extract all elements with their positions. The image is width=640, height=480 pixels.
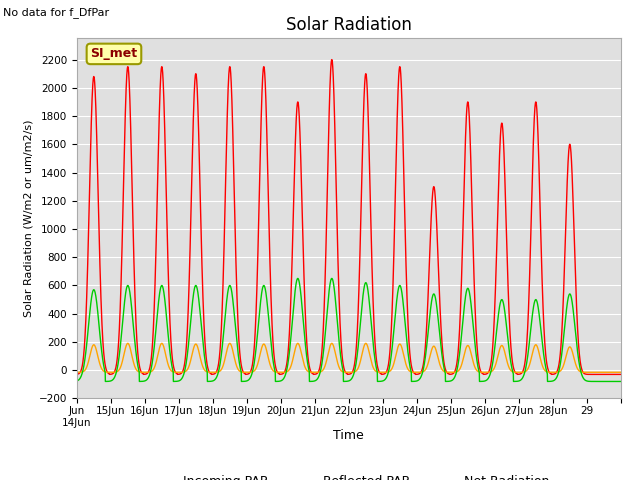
Y-axis label: Solar Radiation (W/m2 or um/m2/s): Solar Radiation (W/m2 or um/m2/s) bbox=[23, 120, 33, 317]
X-axis label: Time: Time bbox=[333, 429, 364, 442]
Text: No data for f_DfPar: No data for f_DfPar bbox=[3, 7, 109, 18]
Text: SI_met: SI_met bbox=[90, 48, 138, 60]
Legend: Incoming PAR, Reflected PAR, Net Radiation: Incoming PAR, Reflected PAR, Net Radiati… bbox=[143, 470, 554, 480]
Title: Solar Radiation: Solar Radiation bbox=[286, 16, 412, 34]
